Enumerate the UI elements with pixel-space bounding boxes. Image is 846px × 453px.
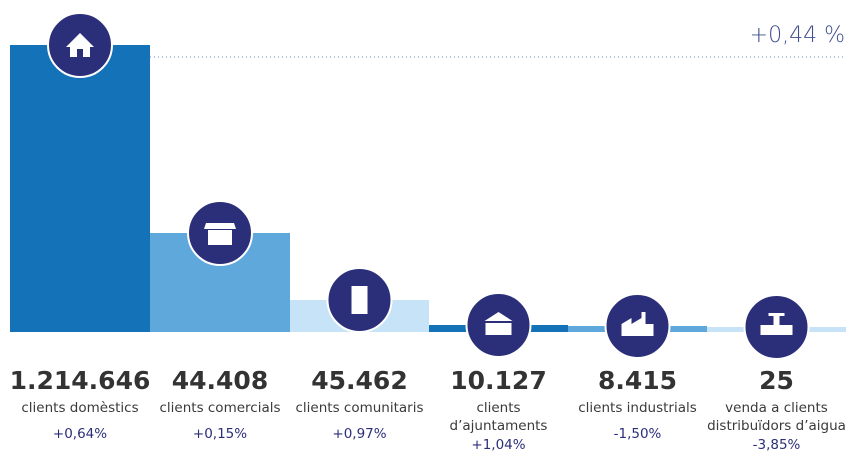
item-change: +0,15% xyxy=(193,426,247,442)
icon xyxy=(760,313,793,335)
item-value: 10.127 xyxy=(450,366,546,395)
icon xyxy=(66,33,94,57)
icon xyxy=(351,286,368,314)
headline-change: +0,44 % xyxy=(750,23,845,48)
item-value: 8.415 xyxy=(598,366,677,395)
item-label: d’ajuntaments xyxy=(450,418,548,434)
item-change: -1,50% xyxy=(614,426,662,442)
item-change: +0,64% xyxy=(53,426,107,442)
bar xyxy=(10,45,150,332)
item-value: 44.408 xyxy=(172,366,268,395)
item-label: venda a clients xyxy=(725,400,828,416)
item-change: -3,85% xyxy=(753,437,801,453)
item-value: 45.462 xyxy=(311,366,407,395)
item-label: clients comunitaris xyxy=(296,400,424,416)
item-change: +1,04% xyxy=(471,437,525,453)
item-label: clients xyxy=(476,400,520,416)
item-label: distribuïdors d’aigua xyxy=(707,418,846,434)
item-label: clients industrials xyxy=(578,400,697,416)
item-label: clients domèstics xyxy=(21,400,138,416)
icon xyxy=(204,223,236,245)
item-value: 1.214.646 xyxy=(10,366,151,395)
icon xyxy=(621,312,654,336)
item-value: 25 xyxy=(759,366,794,395)
item-change: +0,97% xyxy=(332,426,386,442)
item-label: clients comercials xyxy=(159,400,280,416)
icon xyxy=(484,312,513,335)
